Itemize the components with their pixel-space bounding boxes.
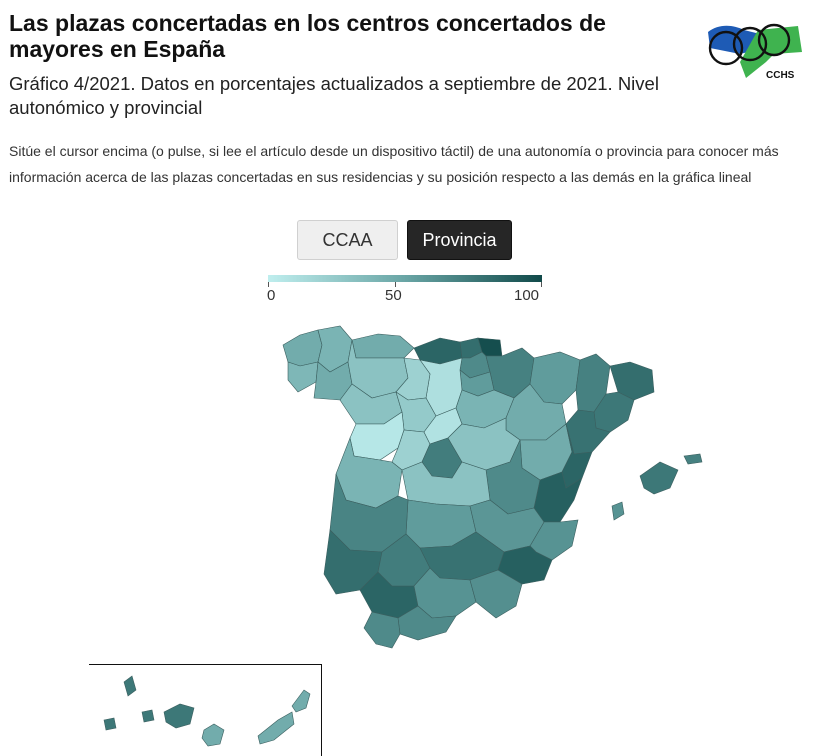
page-subtitle: Gráfico 4/2021. Datos en porcentajes act… — [9, 73, 659, 118]
province-menorca[interactable] — [683, 453, 703, 465]
legend-tick-50 — [395, 282, 396, 287]
instructions-text: Sitúe el cursor encima (o pulse, si lee … — [9, 143, 779, 185]
legend-gradient-bar — [268, 275, 542, 282]
legend-label-0: 0 — [267, 287, 276, 304]
page-title: Las plazas concertadas en los centros co… — [9, 10, 606, 62]
provincia-button[interactable]: Provincia — [407, 220, 512, 260]
province-a-coruna[interactable] — [282, 329, 323, 367]
canarias-inset-frame — [89, 664, 322, 756]
cchs-logo: CCHS — [708, 23, 802, 81]
province-malaga[interactable] — [397, 605, 457, 641]
ccaa-button[interactable]: CCAA — [297, 220, 398, 260]
logo-text: CCHS — [766, 70, 795, 81]
province-pontevedra[interactable] — [287, 361, 319, 393]
province-mallorca[interactable] — [639, 461, 679, 495]
province-cadiz[interactable] — [363, 611, 401, 649]
logo-green-shape — [740, 26, 802, 78]
province-asturias[interactable] — [351, 333, 415, 359]
logo-face-middle — [732, 26, 768, 62]
province-santa-cruz-de-tenerife[interactable] — [103, 675, 195, 731]
legend-label-50: 50 — [385, 287, 402, 304]
province-almeria[interactable] — [469, 569, 523, 619]
legend-label-100: 100 — [514, 287, 540, 304]
province-ibiza[interactable] — [611, 501, 625, 521]
color-legend: 0 50 100 — [267, 275, 544, 307]
province-las-palmas[interactable] — [201, 689, 311, 747]
logo-face-left — [708, 30, 744, 66]
legend-tick-0 — [268, 282, 269, 287]
logo-face-right — [757, 23, 791, 57]
legend-tick-100 — [541, 282, 542, 287]
